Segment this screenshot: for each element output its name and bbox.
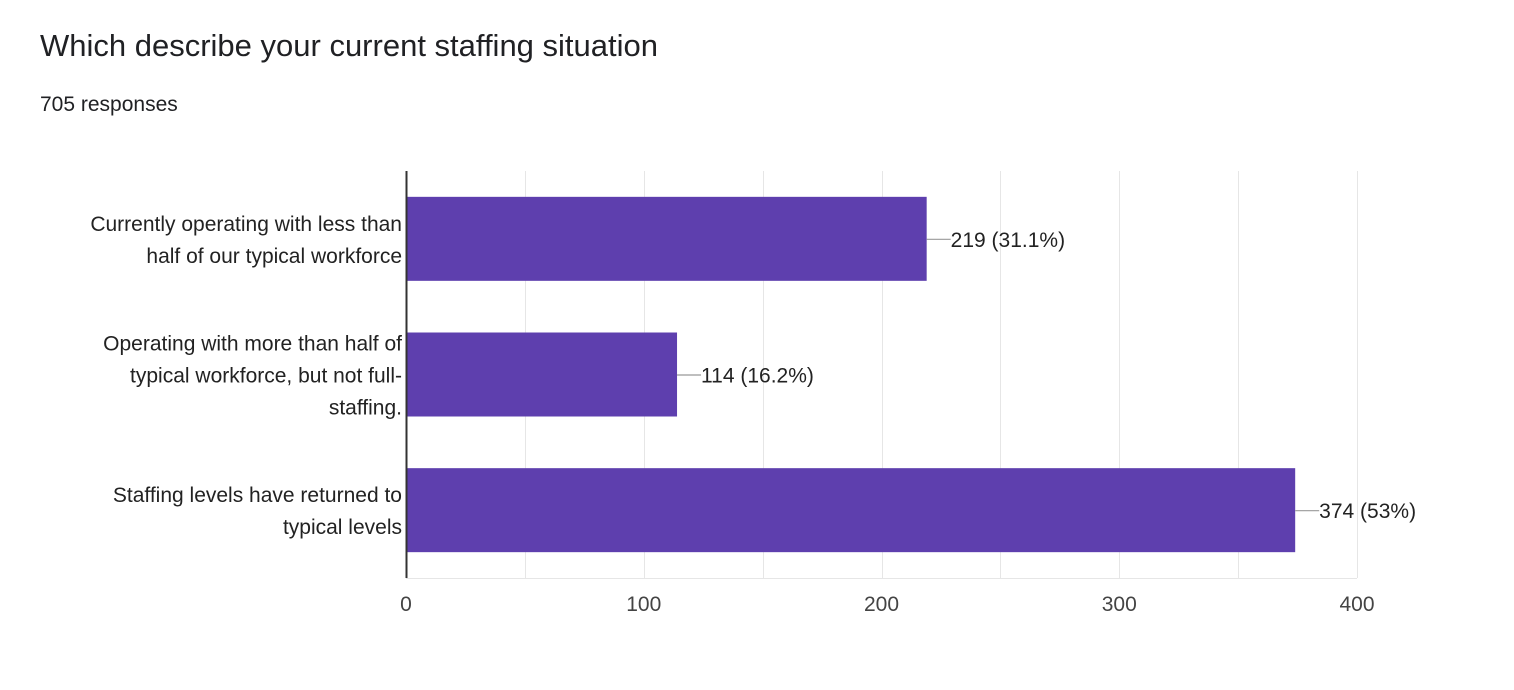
chart-title: Which describe your current staffing sit… (40, 28, 659, 63)
bar (406, 196, 927, 281)
data-label: 374 (53%) (1319, 500, 1416, 523)
bar (406, 332, 678, 417)
x-tick-label: 0 (400, 593, 412, 616)
response-count: 705 responses (40, 93, 178, 116)
category-label: Staffing levels have returned to (113, 484, 402, 507)
category-label: Currently operating with less than (90, 213, 402, 236)
x-tick-label: 200 (864, 593, 899, 616)
category-label: typical levels (283, 516, 402, 539)
x-tick-label: 400 (1339, 593, 1374, 616)
data-label: 114 (16.2%) (701, 365, 814, 388)
x-tick-label: 300 (1102, 593, 1137, 616)
category-label: Operating with more than half of (103, 333, 402, 356)
category-label: half of our typical workforce (146, 245, 402, 268)
category-label: typical workforce, but not full- (130, 365, 402, 388)
x-tick-label: 100 (626, 593, 661, 616)
data-label: 219 (31.1%) (951, 229, 1065, 252)
category-label: staffing. (329, 397, 402, 420)
bar (406, 468, 1296, 553)
